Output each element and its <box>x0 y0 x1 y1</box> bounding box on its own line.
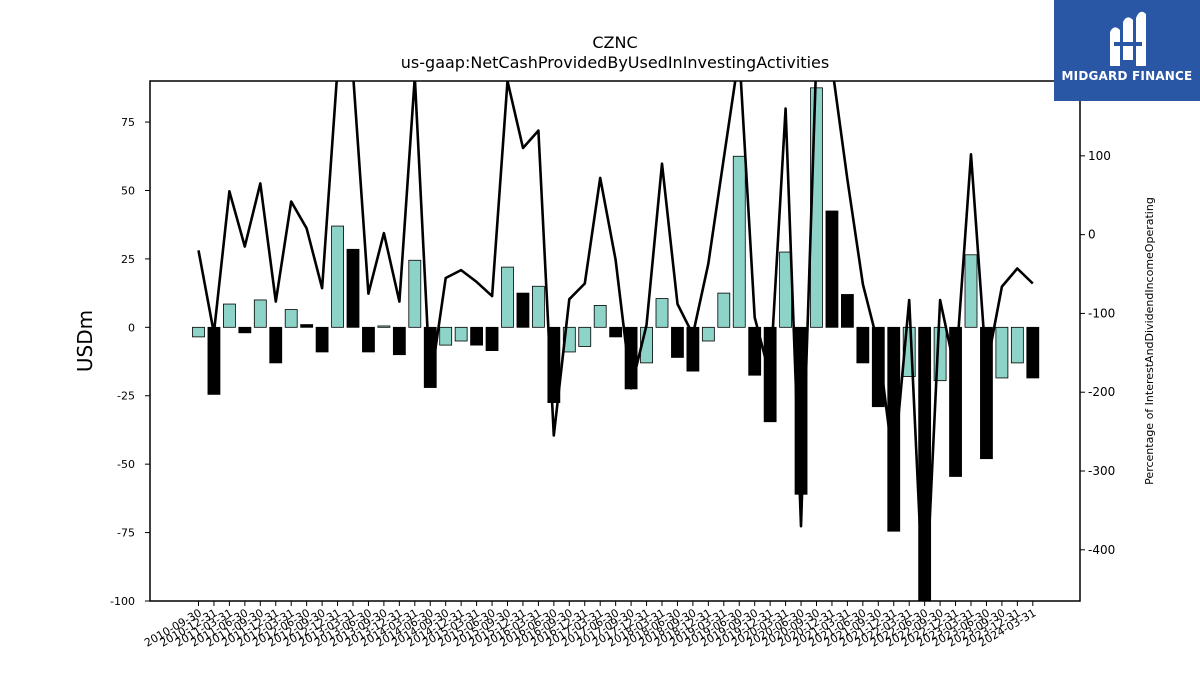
bar-2022-06-30 <box>918 326 932 601</box>
bar-2021-09-30 <box>871 326 885 408</box>
bar-2011-09-30 <box>253 299 267 328</box>
bar-2013-12-31 <box>392 326 406 356</box>
bar-2010-12-31 <box>207 326 221 395</box>
bar-2015-03-31 <box>470 326 484 346</box>
y2-tick-label: -200 <box>1088 385 1115 399</box>
bar-2017-06-30 <box>609 326 623 338</box>
bar-2018-12-31 <box>701 326 715 342</box>
right-y-axis: -400 -300 -200 -100 0 100 <box>1080 149 1115 557</box>
left-y-axis: -100 -75 -50 -25 0 25 50 75 <box>110 116 150 608</box>
bar-2016-03-31 <box>532 285 545 328</box>
bar-2021-06-30 <box>856 326 870 364</box>
bar-2015-09-30 <box>501 266 514 328</box>
y-axis-label: USDm <box>73 310 97 372</box>
bar-2014-09-30 <box>439 326 453 346</box>
y-tick-label: 50 <box>121 184 135 197</box>
bar-2020-03-31 <box>779 251 792 328</box>
bar-2014-03-31 <box>408 259 422 328</box>
bar-2024-03-31 <box>1026 326 1040 379</box>
bar-2016-12-31 <box>578 326 592 347</box>
line-path <box>197 81 1034 601</box>
bar-2011-03-31 <box>222 303 236 328</box>
bar-2019-06-30 <box>732 155 746 328</box>
bar-2012-12-31 <box>331 225 344 328</box>
y-tick-label: -75 <box>117 527 135 540</box>
y2-tick-label: -300 <box>1088 464 1115 478</box>
bar-2017-03-31 <box>593 305 607 328</box>
bar-2018-03-31 <box>655 298 669 328</box>
midgard-m-logo-icon <box>1110 11 1146 66</box>
line-series <box>197 81 1034 601</box>
y-tick-label: -25 <box>117 390 135 403</box>
bar-2015-12-31 <box>516 292 530 328</box>
bar-2018-06-30 <box>671 326 684 358</box>
bar-2023-06-30 <box>980 326 993 460</box>
y2-axis-label: Percentage of InterestAndDividendIncomeO… <box>1143 197 1156 485</box>
bar-2023-09-30 <box>995 326 1009 379</box>
bar-2013-03-31 <box>346 248 360 328</box>
bar-2021-03-31 <box>841 294 854 328</box>
bar-2019-09-30 <box>748 326 762 376</box>
bar-2023-12-31 <box>1010 326 1024 364</box>
y2-tick-label: -100 <box>1088 306 1115 320</box>
bar-2015-06-30 <box>485 326 499 351</box>
chart-title: CZNC <box>592 33 637 52</box>
bar-2019-03-31 <box>717 292 731 328</box>
bar-2012-03-31 <box>284 309 298 328</box>
y-tick-label: -50 <box>117 458 135 471</box>
bar-2013-09-30 <box>377 325 391 328</box>
x-axis: 2010-09-302010-12-312011-03-312011-06-30… <box>142 601 1038 650</box>
chart-subtitle: us-gaap:NetCashProvidedByUsedInInvesting… <box>401 53 829 72</box>
y2-tick-label: -400 <box>1088 543 1115 557</box>
y2-tick-label: 0 <box>1088 228 1096 242</box>
bar-series <box>192 87 1040 601</box>
bar-2013-06-30 <box>362 326 375 353</box>
bar-2011-12-31 <box>269 326 283 364</box>
midgard-finance-logo: MIDGARD FINANCE <box>1054 0 1200 101</box>
bar-2018-09-30 <box>686 326 700 372</box>
y-tick-label: 75 <box>121 116 135 129</box>
plot-frame <box>149 80 1081 602</box>
bar-2023-03-31 <box>964 254 978 328</box>
bar-2014-12-31 <box>454 326 468 342</box>
y-tick-label: 0 <box>128 321 135 334</box>
bar-2012-09-30 <box>315 326 329 353</box>
logo-text: MIDGARD FINANCE <box>1061 69 1193 83</box>
bar-2012-06-30 <box>300 324 314 328</box>
y-tick-label: -100 <box>110 595 135 608</box>
y2-tick-label: 100 <box>1088 149 1111 163</box>
bar-2011-06-30 <box>238 326 252 334</box>
bar-2010-09-30 <box>192 326 205 338</box>
y-tick-label: 25 <box>121 253 135 266</box>
bar-2020-12-31 <box>825 210 839 328</box>
